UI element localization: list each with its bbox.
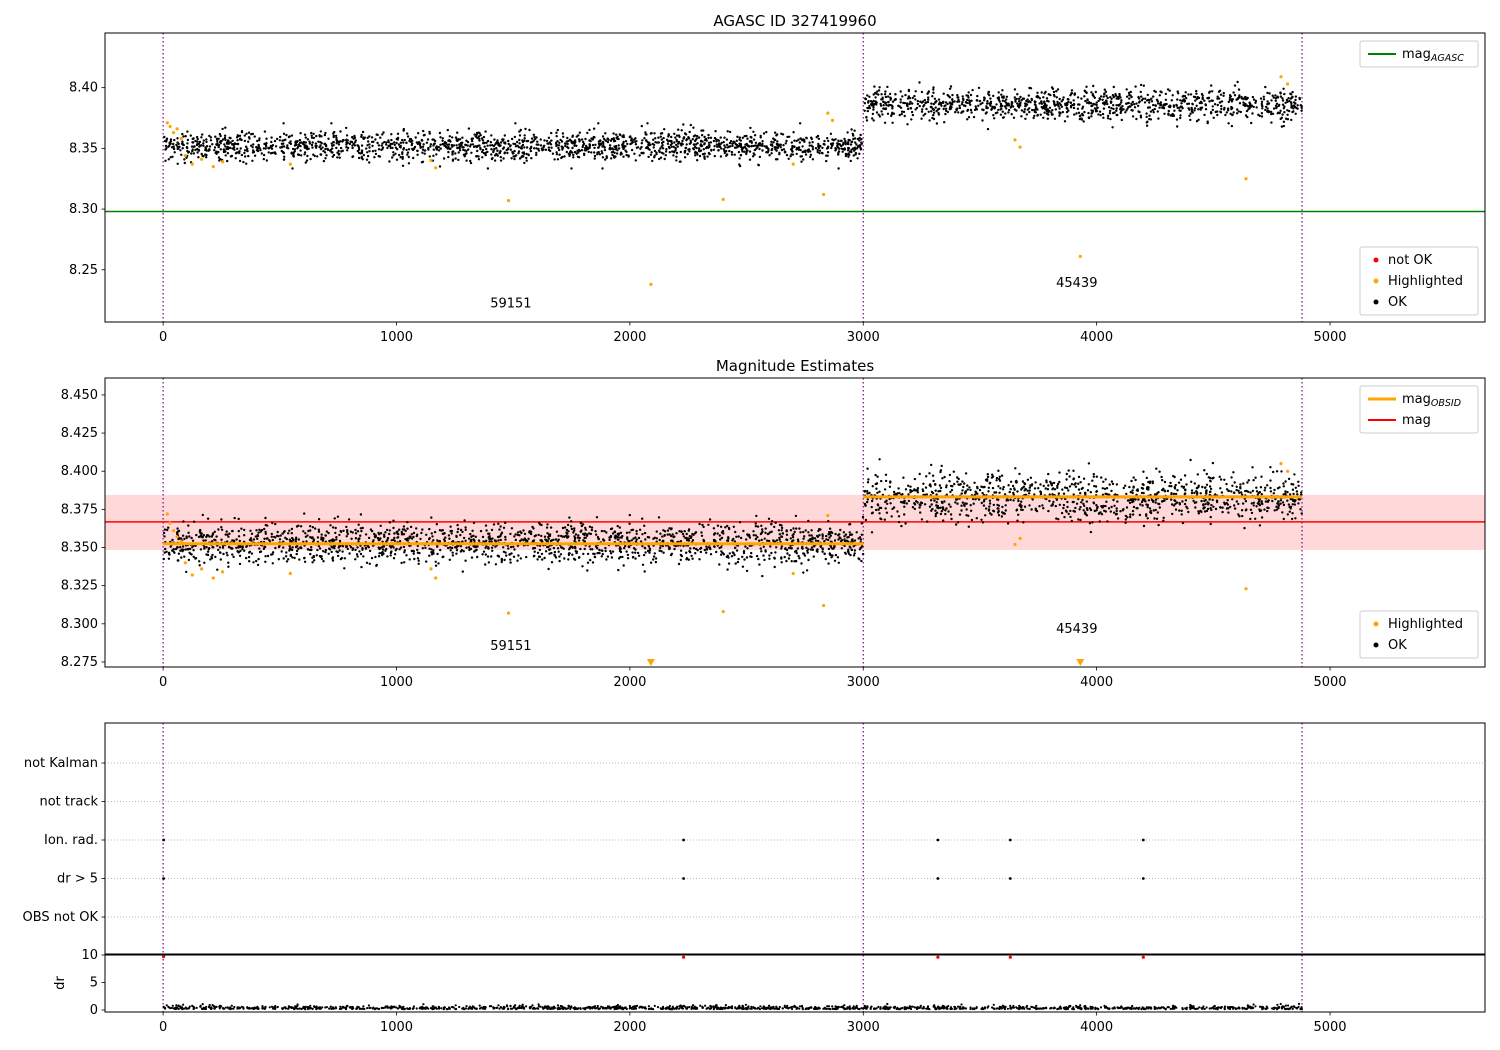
x-tick-label: 0 — [159, 1020, 167, 1035]
obsid-label: 45439 — [1056, 276, 1097, 291]
y-tick-label: 8.25 — [69, 263, 98, 278]
dr-tick-label: 10 — [81, 948, 98, 963]
legend-label: magOBSID — [1402, 392, 1461, 409]
legend-box — [1359, 40, 1479, 68]
legend-marker — [1373, 278, 1379, 284]
x-tick-label: 3000 — [847, 675, 880, 690]
legend-box — [1359, 610, 1479, 659]
flag-category-label: not Kalman — [24, 756, 98, 771]
plot-agasc-mag: 0 1000 2000 3000 4000 5000 8.25 8.30 8.35 8.40 AGA… — [69, 12, 1486, 345]
flags-frame — [104, 722, 1486, 955]
plot-magnitude-estimates: 0 1000 2000 3000 4000 5000 8.275 8.300 8.325 8.35… — [61, 357, 1486, 690]
clipped-low-marker — [646, 659, 655, 666]
legend-box — [1359, 246, 1479, 316]
x-tick-label: 2000 — [613, 675, 646, 690]
x-tick-label: 4000 — [1080, 330, 1113, 345]
legend-marker — [1373, 621, 1379, 627]
dr-frame — [104, 953, 1486, 1013]
dr-axis-label: dr — [53, 976, 68, 990]
y-tick-label: 8.30 — [69, 202, 98, 217]
y-tick-label: 8.425 — [61, 426, 98, 441]
highlighted-points — [165, 75, 1290, 286]
plot-flags: not Kalman not track Ion. rad. dr > 5 OBS no… — [23, 722, 1486, 1035]
plot-title: AGASC ID 327419960 — [713, 12, 876, 30]
x-tick-label: 4000 — [1080, 1020, 1113, 1035]
plot-frame — [104, 32, 1486, 323]
x-tick-label: 0 — [159, 675, 167, 690]
x-tick-label: 5000 — [1313, 675, 1346, 690]
legend-marker — [1373, 642, 1379, 648]
legend-marker — [1373, 299, 1379, 305]
y-tick-label: 8.300 — [61, 617, 98, 632]
x-tick-label: 2000 — [613, 330, 646, 345]
x-tick-label: 3000 — [847, 1020, 880, 1035]
obsid-label: 59151 — [490, 639, 531, 654]
ok-points-59151 — [163, 122, 864, 170]
y-tick-label: 8.35 — [69, 141, 98, 156]
dr-ok-points — [162, 1002, 1303, 1011]
legend-label: magAGASC — [1402, 47, 1464, 64]
plot-frame — [104, 377, 1486, 668]
x-tick-label: 5000 — [1313, 1020, 1346, 1035]
flag-points-row-2 — [162, 838, 1145, 842]
x-tick-label: 0 — [159, 330, 167, 345]
obsid-label: 45439 — [1056, 622, 1097, 637]
legend-label: OK — [1388, 295, 1407, 310]
x-tick-label: 1000 — [380, 1020, 413, 1035]
y-tick-label: 8.350 — [61, 541, 98, 556]
ok-points-45439 — [863, 458, 1303, 534]
clipped-low-marker — [1076, 659, 1085, 666]
highlighted-points — [165, 462, 1290, 615]
y-tick-label: 8.400 — [61, 464, 98, 479]
y-tick-label: 8.450 — [61, 388, 98, 403]
x-tick-label: 2000 — [613, 1020, 646, 1035]
x-tick-label: 3000 — [847, 330, 880, 345]
ok-points-45439 — [863, 80, 1303, 131]
flag-category-label: dr > 5 — [57, 872, 98, 887]
y-tick-label: 8.40 — [69, 81, 98, 96]
x-tick-label: 5000 — [1313, 330, 1346, 345]
legend-label: mag — [1402, 413, 1431, 428]
dr-not-ok-points — [162, 955, 1145, 959]
flag-points-row-3 — [162, 877, 1145, 880]
dr-tick-label: 5 — [90, 976, 98, 991]
legend-label: OK — [1388, 638, 1407, 653]
x-tick-label: 4000 — [1080, 675, 1113, 690]
y-tick-label: 8.325 — [61, 579, 98, 594]
legend-label: Highlighted — [1388, 274, 1463, 289]
y-tick-label: 8.375 — [61, 502, 98, 517]
x-tick-label: 1000 — [380, 330, 413, 345]
legend-label: Highlighted — [1388, 617, 1463, 632]
y-tick-label: 8.275 — [61, 655, 98, 670]
flag-category-label: OBS not OK — [23, 910, 99, 925]
dr-tick-label: 0 — [90, 1003, 98, 1018]
flag-category-label: not track — [39, 795, 98, 810]
legend-marker — [1373, 257, 1379, 263]
legend-label: not OK — [1388, 253, 1433, 268]
x-tick-label: 1000 — [380, 675, 413, 690]
flag-category-label: Ion. rad. — [44, 833, 98, 848]
plot-title: Magnitude Estimates — [716, 357, 874, 375]
obsid-label: 59151 — [490, 296, 531, 311]
